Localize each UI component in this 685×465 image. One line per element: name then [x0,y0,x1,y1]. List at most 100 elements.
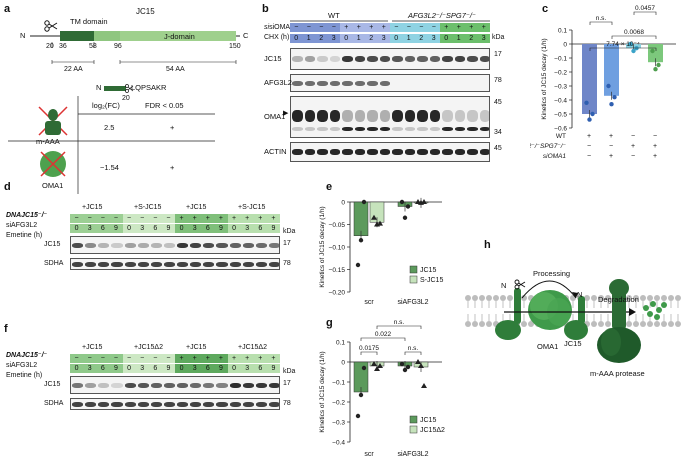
d-band [230,243,241,248]
b-band [355,127,366,131]
f-time: 9 [162,364,175,373]
d-si-sign: − [162,214,175,223]
b-band [367,56,378,62]
g-sig-022 [361,338,405,341]
f-group-label: +JC15 [186,344,206,351]
y-tick-label: 0.1 [336,340,345,347]
f-time: 0 [70,364,83,373]
data-point [653,67,657,71]
y-tick-label: −0.5 [554,112,567,119]
position-96: 96 [114,43,122,50]
b-band [480,149,491,155]
b-sioma1-sign: + [440,23,453,32]
b-chx-time: 1 [403,34,416,43]
data-point [612,95,616,99]
lipid-head [675,295,681,301]
b-band [292,81,303,86]
b-band [380,149,391,155]
b-band [430,127,441,131]
y-tick-label: −0.15 [329,267,346,274]
b-sioma1-sign: + [340,23,353,32]
lipid-head [640,295,646,301]
f-band [138,383,149,388]
b-sioma1-sign: + [353,23,366,32]
d-band [256,243,267,248]
lipid-head [521,321,527,327]
b-band [417,127,428,131]
b-chx-time: 2 [465,34,478,43]
b-sioma1-sign: − [390,23,403,32]
b-condition-header: −0−1−2−3+0+1+2+3−0−1−2−3+0+1+2+3 [290,23,490,45]
c-condition-label: siOMA1 [543,153,567,160]
b-band [455,127,466,131]
d-band [85,243,96,248]
b-wt-label: WT [328,12,340,20]
b-band [380,127,391,131]
f-time: 9 [267,364,280,373]
b-blot-oma1 [290,96,490,138]
b-chx-label: CHX (h) [264,34,289,41]
d-group-label: +JC15 [186,204,206,211]
b-row-kda: 45 [494,99,502,106]
position-58: 58 [89,43,97,50]
data-point [403,216,407,220]
position-36: 36 [59,43,67,50]
b-chx-time: 3 [428,34,441,43]
g-sig-022-label: 0.022 [375,331,392,338]
b-band [305,149,316,155]
d-si-sign: − [96,214,109,223]
b-band [392,110,403,122]
d-si-sign: − [149,214,162,223]
d-kda-78: 78 [283,260,291,267]
b-band [292,110,303,122]
d-blot-jc15 [70,236,280,254]
d-band [177,262,188,267]
c-condition-sign: + [609,133,613,140]
scissors-icon [515,280,525,289]
d-time: 6 [96,224,109,233]
f-si-sign: + [254,354,267,363]
tm-domain-segment [60,31,94,41]
aa-54-label: 54 AA [166,66,185,73]
g-x-category: siAFG3L2 [397,451,428,458]
f-group-label: +JC15Δ2 [238,344,267,351]
chart-c: 0.10−0.1−0.2−0.3−0.4−0.5−0.6Kinetics of … [530,0,685,190]
b-band [317,127,328,131]
data-point [359,238,363,242]
lipid-head [633,321,639,327]
data-point [584,101,588,105]
b-band [367,81,378,86]
c-condition-sign: − [631,133,635,140]
b-band [405,149,416,155]
lipid-head [640,321,646,327]
lipid-head [598,321,604,327]
f-time: 3 [136,364,149,373]
data-point [406,365,410,369]
b-band [380,56,391,62]
d-kda-17: 17 [283,240,291,247]
data-point [650,49,654,53]
data-point [362,200,366,204]
peptide-n-terminus: N [96,84,101,92]
d-band [98,243,109,248]
oma1-arrow-icon: ▶ [283,110,288,117]
g-sig-ns-top-label: n.s. [394,319,405,326]
chart-g: 0.10−0.1−0.2−0.3−0.4Kinetics of JC15 dec… [310,316,470,465]
sig-0457-label: 0.0457 [635,5,655,12]
h-jc15-left: JC15 [489,340,507,348]
f-si-sign: − [136,354,149,363]
b-band [330,127,341,131]
b-band [430,56,441,62]
f-band [230,383,241,388]
model-diagram [464,250,684,380]
data-point [359,393,363,397]
f-time: 3 [188,364,201,373]
b-sioma1-sign: − [315,23,328,32]
y-tick-label: −0.4 [332,440,345,447]
f-cell-label: DNAJC15⁻/⁻ [6,352,47,359]
b-band [330,110,341,122]
lipid-head [465,321,471,327]
y-tick-label: 0 [341,360,345,367]
panel-label-d: d [4,182,11,193]
d-band [151,262,162,267]
